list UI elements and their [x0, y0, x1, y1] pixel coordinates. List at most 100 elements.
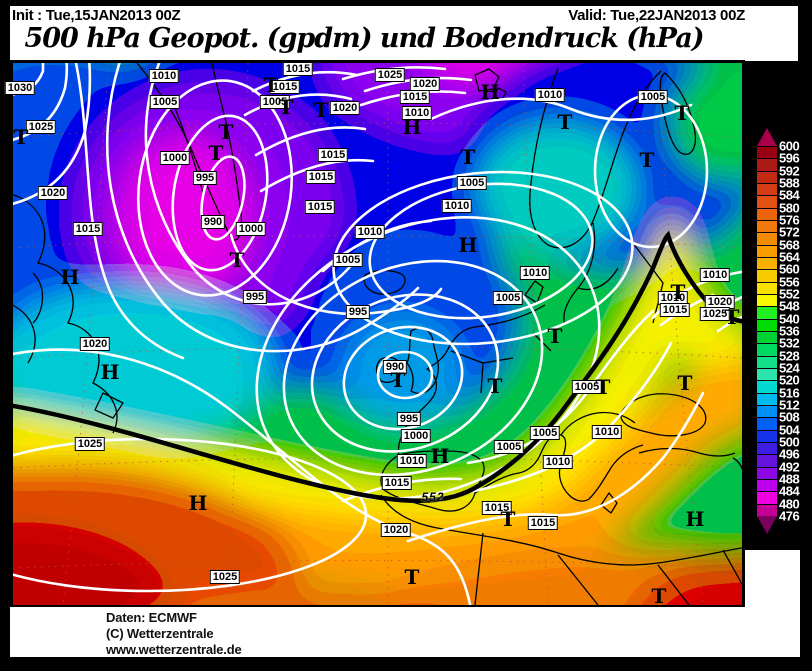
colorbar-tick-label: 576: [779, 212, 800, 228]
colorbar-box: [757, 417, 777, 431]
colorbar-box: [757, 429, 777, 443]
colorbar-tick-label: 572: [779, 224, 800, 240]
isobar-label: 1025: [25, 120, 57, 134]
isobar-label: 1005: [637, 90, 669, 104]
colorbar-box: [757, 491, 777, 505]
colorbar-box: [757, 195, 777, 209]
low-center-marker: T: [404, 565, 420, 589]
isobar-label: 990: [200, 215, 226, 229]
colorbar-box: [757, 355, 777, 369]
high-center-marker: H: [480, 80, 500, 104]
colorbar-tick-label: 512: [779, 397, 800, 413]
colorbar-box: [757, 306, 777, 320]
colorbar-tick-label: 592: [779, 163, 800, 179]
low-center-marker: T: [724, 305, 740, 329]
colorbar-arrow-down: [757, 515, 777, 534]
colorbar-box: [757, 207, 777, 221]
low-center-marker: T: [460, 145, 476, 169]
colorbar-tick-label: 508: [779, 409, 800, 425]
isobar-label: 1025: [374, 68, 406, 82]
copyright-label: (C) Wetterzentrale: [106, 626, 214, 641]
colorbar-tick-label: 488: [779, 471, 800, 487]
header-row: Init : Tue,15JAN2013 00Z Valid: Tue,22JA…: [10, 6, 798, 24]
colorbar-tick-label: 524: [779, 360, 800, 376]
colorbar-box: [757, 392, 777, 406]
low-center-marker: T: [313, 98, 329, 122]
colorbar-box: [757, 170, 777, 184]
isobar-label: 1020: [409, 77, 441, 91]
isobar-label: 990: [382, 360, 408, 374]
isobar-label: 1010: [591, 425, 623, 439]
weather-map-svg: [13, 63, 742, 605]
isobar-label: 1020: [704, 295, 736, 309]
colorbar-box: [757, 281, 777, 295]
isobar-label: 1015: [481, 501, 513, 515]
isobar-label: 1010: [354, 225, 386, 239]
colorbar-tick-label: 500: [779, 434, 800, 450]
colorbar-box: [757, 318, 777, 332]
colorbar-box: [757, 367, 777, 382]
colorbar-tick-label: 480: [779, 496, 800, 512]
isobar-label: 1025: [699, 307, 731, 321]
colorbar-tick-label: 564: [779, 249, 800, 265]
contour-552: [13, 230, 742, 503]
isobar-label: 1000: [159, 151, 191, 165]
isobar-label: 1015: [282, 62, 314, 76]
high-center-marker: H: [100, 360, 120, 384]
low-center-marker: T: [557, 110, 573, 134]
colorbar-tick-label: 548: [779, 298, 800, 314]
isobar-label: 1010: [441, 199, 473, 213]
footer-credits: Daten: ECMWF (C) Wetterzentrale www.wett…: [10, 607, 800, 657]
labels-layer: 1030 1025 1020 1015 1010 1005 1000 995 990 1000 99…: [4, 62, 742, 606]
isobar-label: 1025: [209, 570, 241, 584]
isobar-label: 1010: [401, 106, 433, 120]
low-center-marker: T: [208, 141, 224, 165]
isobar-label: 1015: [317, 148, 349, 162]
colorbar-box: [757, 232, 777, 246]
low-center-marker: T: [639, 148, 655, 172]
colorbar-box: [757, 269, 777, 283]
isobar-label: 1010: [148, 69, 180, 83]
low-center-marker: T: [595, 375, 611, 399]
colorbar-tick-label: 504: [779, 422, 800, 438]
high-center-marker: H: [685, 507, 705, 531]
colorbar-box: [757, 441, 777, 456]
isobar-label: 1010: [542, 455, 574, 469]
low-center-marker: T: [674, 101, 690, 125]
isobar-label: 1015: [381, 476, 413, 490]
isobar-label: 1010: [534, 88, 566, 102]
low-center-marker: T: [677, 371, 693, 395]
colorbar-arrow-up: [757, 128, 777, 146]
high-center-marker: H: [402, 115, 422, 139]
colorbar-tick-label: 532: [779, 335, 800, 351]
low-center-marker: T: [500, 507, 516, 531]
isobar-label: 1020: [329, 101, 361, 115]
geopotential-552-label: 552: [421, 490, 445, 504]
low-center-marker: T: [13, 125, 29, 149]
high-center-marker: H: [458, 233, 478, 257]
isobar-label: 1010: [396, 454, 428, 468]
colorbar-box: [757, 478, 777, 493]
data-source-label: Daten: ECMWF: [106, 610, 197, 625]
map-frame: 1030 1025 1020 1015 1010 1005 1000 995 990 1000 99…: [4, 60, 745, 608]
colorbar-box: [757, 182, 777, 197]
colorbar-box: [757, 330, 777, 345]
init-time-label: Init : Tue,15JAN2013 00Z: [12, 7, 181, 24]
colorbar-tick-label: 484: [779, 483, 800, 499]
isobar-label: 1030: [4, 81, 36, 95]
isobar-label: 1005: [259, 95, 291, 109]
colorbar-tick-label: 596: [779, 150, 800, 166]
colorbar-tick-label: 516: [779, 385, 800, 401]
valid-time-label: Valid: Tue,22JAN2013 00Z: [568, 7, 745, 24]
colorbar-tick-label: 528: [779, 348, 800, 364]
low-center-marker: T: [547, 324, 563, 348]
isobar-label: 1015: [659, 303, 691, 317]
high-center-marker: H: [430, 444, 450, 468]
colorbar-box: [757, 158, 777, 172]
low-center-marker: T: [390, 368, 406, 392]
colorbar-box: [757, 293, 777, 308]
colorbar-tick-label: 568: [779, 237, 800, 253]
colorbar-box: [757, 466, 777, 480]
isobar-label: 1020: [37, 186, 69, 200]
header: Init : Tue,15JAN2013 00Z Valid: Tue,22JA…: [10, 6, 798, 61]
